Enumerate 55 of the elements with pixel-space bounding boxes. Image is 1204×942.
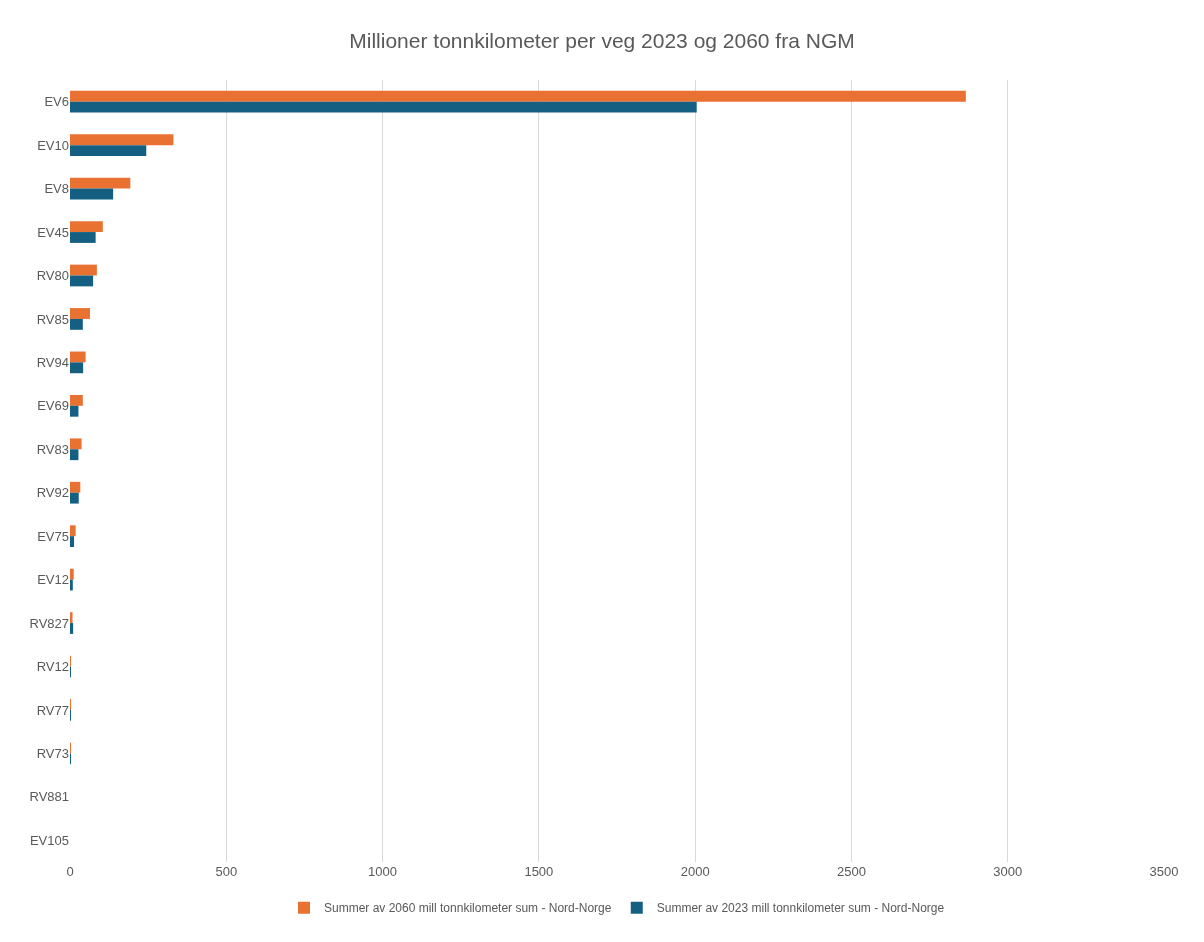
legend-label: Summer av 2060 mill tonnkilometer sum - Nord-Norge bbox=[324, 901, 612, 916]
y-tick-label: RV77 bbox=[36, 702, 69, 718]
y-tick-label: EV45 bbox=[37, 224, 69, 240]
x-tick-label: 2500 bbox=[836, 864, 866, 879]
bar bbox=[70, 275, 94, 287]
y-tick-label: RV12 bbox=[36, 659, 69, 675]
bar bbox=[70, 232, 96, 243]
bar bbox=[70, 568, 74, 580]
bar bbox=[70, 351, 86, 363]
y-tick-label: RV94 bbox=[36, 354, 69, 370]
legend-label: Summer av 2023 mill tonnkilometer sum - Nord-Norge bbox=[656, 901, 945, 916]
bar bbox=[70, 438, 82, 450]
bar bbox=[70, 394, 83, 406]
y-tick-label: EV105 bbox=[29, 832, 69, 848]
bar bbox=[70, 134, 174, 146]
bar bbox=[70, 525, 76, 537]
bar bbox=[70, 101, 697, 113]
bar bbox=[70, 579, 73, 591]
y-tick-label: RV881 bbox=[29, 789, 69, 805]
x-tick-label: 1500 bbox=[524, 864, 554, 879]
bar bbox=[70, 308, 90, 319]
bar bbox=[70, 612, 73, 624]
y-tick-label: RV827 bbox=[29, 615, 69, 631]
y-tick-label: RV80 bbox=[36, 268, 69, 284]
x-tick-label: 3000 bbox=[993, 864, 1023, 879]
y-tick-label: EV6 bbox=[44, 94, 69, 110]
y-tick-label: RV73 bbox=[36, 745, 69, 761]
bar bbox=[70, 318, 83, 330]
x-tick-label: 3500 bbox=[1149, 864, 1179, 879]
bar bbox=[70, 405, 79, 417]
x-tick-label: 0 bbox=[66, 864, 74, 879]
y-tick-label: EV10 bbox=[37, 137, 69, 153]
bar bbox=[70, 264, 97, 276]
y-tick-label: EV12 bbox=[37, 572, 69, 588]
bar bbox=[70, 145, 147, 157]
x-tick-label: 2000 bbox=[680, 864, 710, 879]
y-tick-label: EV8 bbox=[44, 181, 69, 197]
y-tick-label: RV92 bbox=[36, 485, 69, 501]
bar bbox=[70, 90, 966, 102]
bar bbox=[70, 623, 74, 634]
bar bbox=[70, 188, 114, 200]
bar bbox=[70, 177, 131, 189]
bar bbox=[70, 449, 79, 461]
chart-title: Millioner tonnkilometer per veg 2023 og 2060 fra NGM bbox=[349, 28, 855, 52]
bar bbox=[70, 536, 75, 548]
y-tick-label: EV75 bbox=[37, 528, 69, 544]
y-tick-label: RV85 bbox=[36, 311, 69, 327]
x-tick-label: 1000 bbox=[368, 864, 398, 879]
y-tick-label: EV69 bbox=[37, 398, 69, 414]
bar bbox=[70, 221, 103, 233]
bar bbox=[70, 481, 81, 493]
y-tick-label: RV83 bbox=[36, 441, 69, 457]
bar bbox=[70, 492, 79, 504]
bar bbox=[70, 362, 84, 374]
x-tick-label: 500 bbox=[215, 864, 238, 879]
